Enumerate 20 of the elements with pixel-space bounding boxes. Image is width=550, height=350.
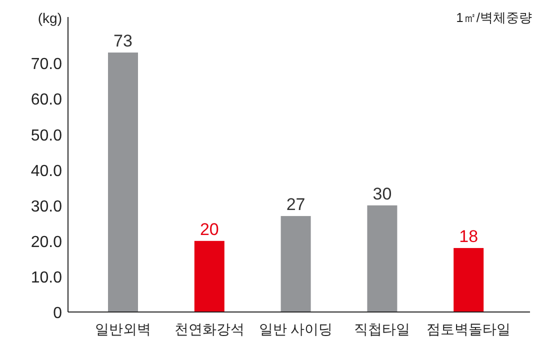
y-tick-label: 70.0 — [30, 56, 62, 74]
y-tick-label: 20.0 — [30, 234, 62, 251]
y-tick-label: 30.0 — [30, 198, 62, 216]
y-tick-label: 10.0 — [30, 269, 62, 286]
x-tick-label: 점토벽돌타일 — [426, 321, 511, 337]
y-tick-label: 0 — [53, 305, 62, 322]
x-tick-label: 일반외벽 — [95, 321, 151, 337]
x-tick-label: 천연화강석 — [174, 321, 244, 337]
y-axis-title: (kg) — [38, 10, 62, 26]
y-tick-label: 40.0 — [30, 162, 62, 180]
y-tick-label: 50.0 — [30, 127, 62, 144]
data-label: 20 — [200, 220, 219, 239]
x-tick-label: 일반 사이딩 — [258, 321, 333, 337]
data-label: 18 — [459, 227, 478, 246]
y-tick-label: 60.0 — [30, 92, 62, 109]
data-label: 73 — [114, 32, 132, 51]
x-tick-label: 직첩타일 — [354, 321, 410, 337]
data-label: 27 — [286, 195, 306, 214]
data-label: 30 — [372, 184, 392, 204]
annotation: 1㎡/벽체중량 — [456, 10, 532, 25]
